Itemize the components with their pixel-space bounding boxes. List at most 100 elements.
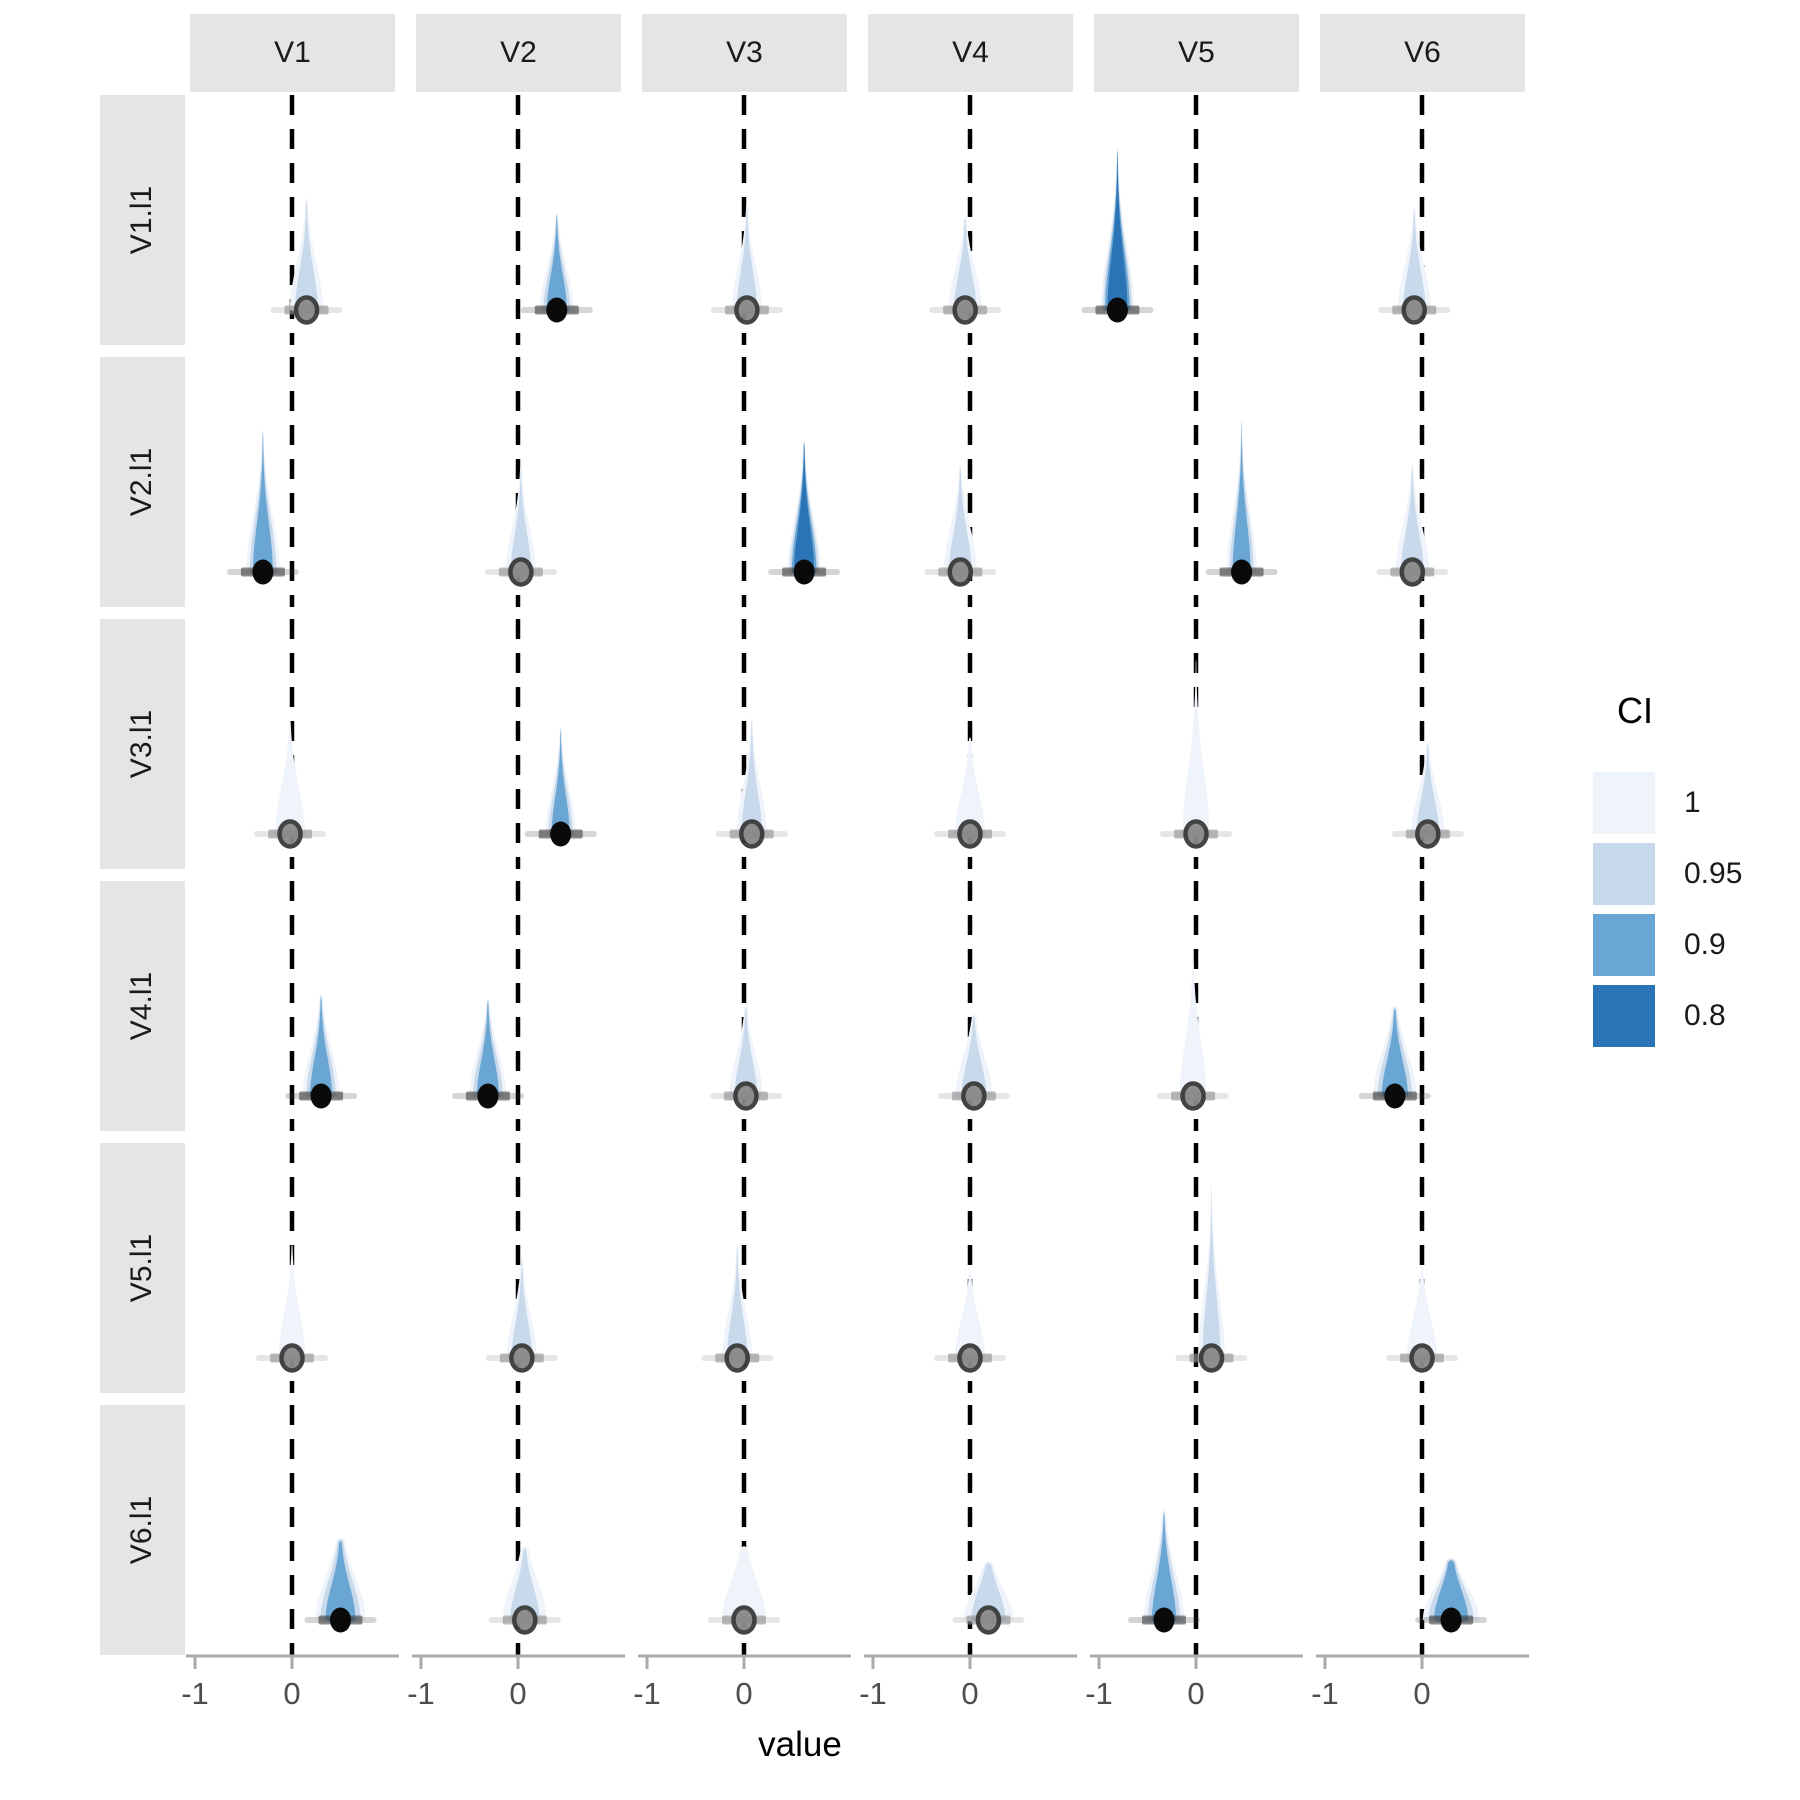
x-tick-label: 0 bbox=[509, 1676, 527, 1711]
median-point bbox=[952, 295, 978, 325]
median-point bbox=[509, 1343, 535, 1373]
facet-column-header: V6 bbox=[1320, 14, 1525, 92]
density-raindrop bbox=[551, 730, 570, 837]
median-point bbox=[724, 1343, 750, 1373]
density-raindrop bbox=[734, 1006, 758, 1099]
facet-row-header-label: V6.l1 bbox=[125, 1495, 159, 1565]
median-point bbox=[961, 1081, 987, 1111]
density-raindrop bbox=[510, 1548, 540, 1623]
legend-key-swatch bbox=[1593, 772, 1655, 834]
density-raindrop bbox=[1434, 1560, 1469, 1623]
legend-key-swatch bbox=[1593, 985, 1655, 1047]
median-point-significant bbox=[310, 1083, 332, 1109]
x-tick-label: 0 bbox=[1187, 1676, 1205, 1711]
x-tick-label: 0 bbox=[735, 1676, 753, 1711]
density-raindrop bbox=[1107, 153, 1128, 313]
density-raindrop bbox=[953, 218, 977, 313]
facet-row-header: V3.l1 bbox=[100, 619, 185, 869]
facet-row-header-label: V4.l1 bbox=[125, 971, 159, 1041]
median-point bbox=[734, 295, 760, 325]
median-point bbox=[1401, 295, 1427, 325]
median-point bbox=[293, 295, 320, 325]
legend-key-label: 0.8 bbox=[1684, 999, 1726, 1032]
median-point bbox=[279, 1343, 305, 1373]
density-raindrop bbox=[1232, 425, 1251, 575]
density-raindrop bbox=[722, 1546, 766, 1623]
density-raindrop bbox=[325, 1540, 356, 1623]
facet-row-header: V4.l1 bbox=[100, 881, 185, 1131]
density-raindrop bbox=[511, 1259, 533, 1361]
median-point-significant bbox=[477, 1083, 499, 1109]
x-tick-label: 0 bbox=[1413, 1676, 1431, 1711]
median-point-significant bbox=[546, 297, 568, 323]
density-raindrop bbox=[949, 468, 972, 575]
density-raindrop bbox=[1202, 1186, 1221, 1361]
legend-key-label: 0.9 bbox=[1684, 928, 1726, 961]
legend-key-label: 1 bbox=[1684, 786, 1701, 819]
density-raindrop bbox=[1182, 660, 1210, 837]
median-point bbox=[1399, 557, 1426, 587]
median-point bbox=[1409, 1343, 1435, 1373]
median-point-significant bbox=[1231, 559, 1253, 585]
median-point bbox=[957, 819, 983, 849]
x-tick-label: -1 bbox=[407, 1676, 435, 1711]
density-raindrop bbox=[1179, 949, 1207, 1099]
median-point bbox=[975, 1605, 1002, 1635]
x-tick-label: 0 bbox=[961, 1676, 979, 1711]
density-raindrop bbox=[955, 737, 985, 837]
density-raindrop bbox=[476, 1002, 499, 1099]
median-point bbox=[947, 557, 974, 587]
median-point bbox=[739, 819, 765, 849]
facet-row-header: V2.l1 bbox=[100, 357, 185, 607]
facet-column-header: V4 bbox=[868, 14, 1073, 92]
density-raindrop bbox=[295, 201, 318, 313]
facet-row-header: V5.l1 bbox=[100, 1143, 185, 1393]
median-point-significant bbox=[1440, 1607, 1462, 1633]
legend-key-label: 0.95 bbox=[1684, 857, 1743, 890]
median-point-significant bbox=[1384, 1083, 1406, 1109]
density-raindrop bbox=[741, 720, 762, 837]
density-raindrop bbox=[736, 206, 758, 313]
median-point bbox=[733, 1081, 759, 1111]
median-point bbox=[512, 1605, 538, 1635]
density-raindrop bbox=[546, 216, 567, 313]
median-point bbox=[1183, 819, 1209, 849]
median-point bbox=[1198, 1343, 1225, 1373]
median-point bbox=[277, 819, 303, 849]
facet-row-header-label: V1.l1 bbox=[125, 185, 159, 255]
x-tick-label: 0 bbox=[283, 1676, 301, 1711]
density-raindrop bbox=[1416, 744, 1440, 837]
facet-row-header: V6.l1 bbox=[100, 1405, 185, 1655]
density-raindrop bbox=[1402, 211, 1426, 313]
facet-row-header-label: V2.l1 bbox=[125, 447, 159, 517]
x-axis-title: value bbox=[758, 1725, 842, 1764]
facet-column-header: V5 bbox=[1094, 14, 1299, 92]
density-raindrop bbox=[794, 444, 815, 575]
density-raindrop bbox=[310, 997, 333, 1099]
density-raindrop bbox=[955, 1271, 985, 1361]
x-tick-label: -1 bbox=[181, 1676, 209, 1711]
median-point-significant bbox=[793, 559, 815, 585]
x-tick-label: -1 bbox=[1085, 1676, 1113, 1711]
density-raindrop bbox=[1401, 468, 1424, 575]
density-raindrop bbox=[510, 468, 532, 575]
facet-row-header: V1.l1 bbox=[100, 95, 185, 345]
median-point bbox=[1180, 1081, 1206, 1111]
density-raindrop bbox=[275, 720, 306, 837]
median-point-significant bbox=[330, 1607, 351, 1633]
legend-title: CI bbox=[1617, 690, 1653, 731]
facet-row-header-label: V5.l1 bbox=[125, 1233, 159, 1303]
density-raindrop bbox=[727, 1247, 748, 1361]
median-point-significant bbox=[550, 821, 572, 847]
density-raindrop bbox=[1381, 1009, 1408, 1099]
median-point-significant bbox=[1153, 1607, 1175, 1633]
median-point bbox=[957, 1343, 983, 1373]
legend-key-swatch bbox=[1593, 843, 1655, 905]
legend-key-swatch bbox=[1593, 914, 1655, 976]
median-point bbox=[1415, 819, 1441, 849]
facet-column-header: V1 bbox=[190, 14, 395, 92]
density-raindrop bbox=[252, 434, 273, 575]
density-raindrop bbox=[971, 1562, 1006, 1623]
density-raindrop bbox=[1152, 1513, 1176, 1623]
